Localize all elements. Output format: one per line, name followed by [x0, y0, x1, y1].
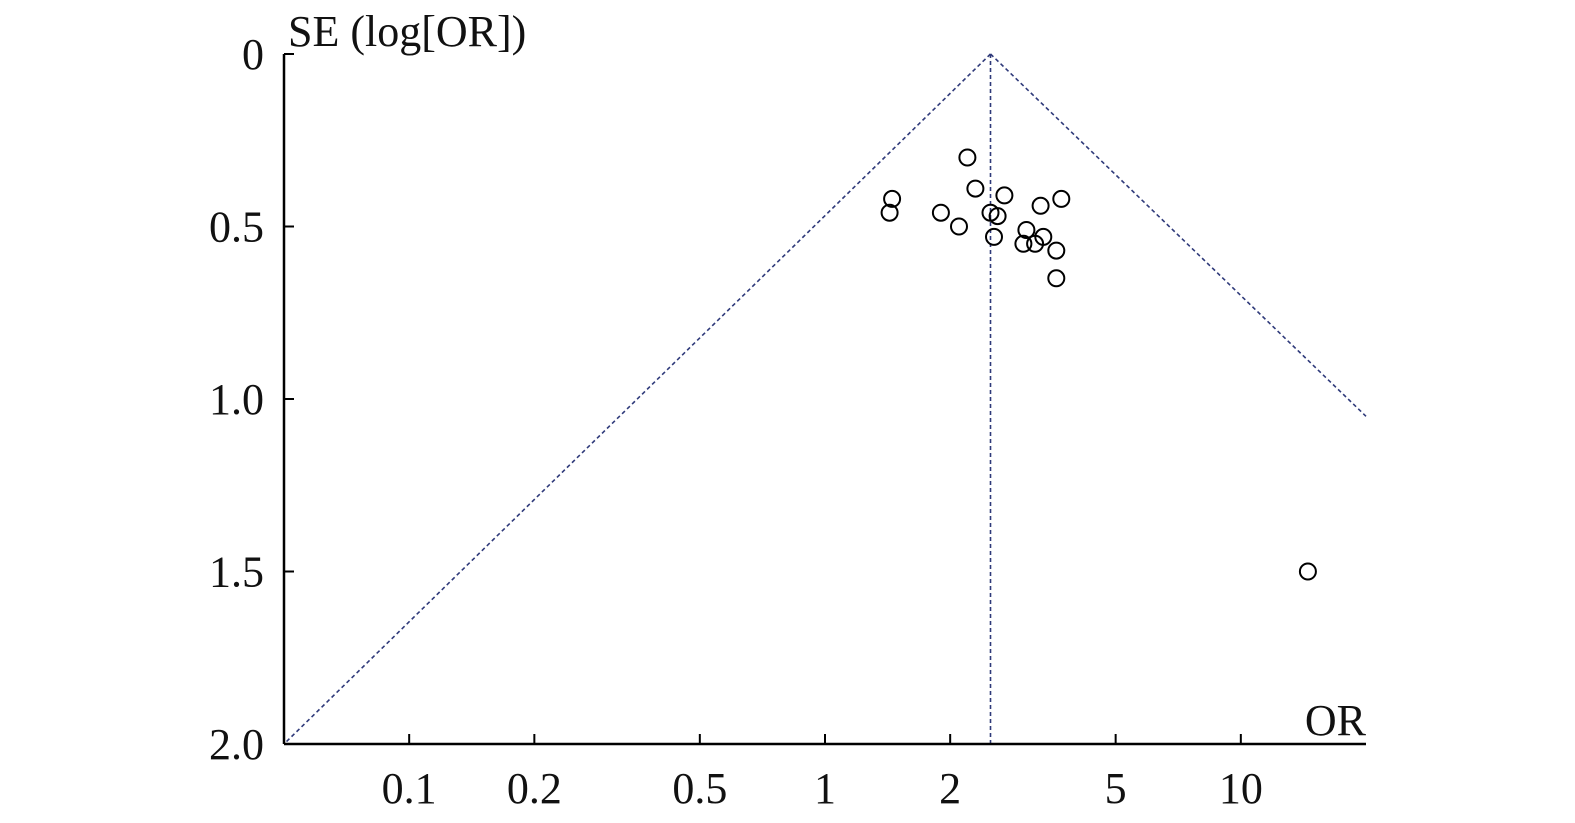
upper-limit-line: [989, 53, 1367, 417]
study-point: [995, 186, 1014, 205]
study-point: [985, 227, 1003, 246]
y-tick-label: 0: [242, 30, 264, 79]
y-tick-label: 0.5: [209, 203, 264, 252]
study-point: [1052, 189, 1071, 208]
y-axis-title: SE (log[OR]): [288, 7, 526, 56]
x-tick-label: 0.5: [672, 764, 727, 813]
x-axis-ticks: 0.1 0.2 0.5 1 2 5 10: [382, 734, 1263, 813]
study-point: [1298, 562, 1317, 581]
study-point: [958, 148, 977, 167]
funnel-lines: [283, 53, 1367, 745]
y-tick-label: 1.0: [209, 375, 264, 424]
study-point: [988, 207, 1007, 226]
study-points: [880, 148, 1317, 581]
study-point: [880, 203, 899, 222]
study-point: [1047, 269, 1066, 288]
x-tick-label: 2: [939, 764, 961, 813]
study-point: [1047, 241, 1066, 260]
study-point: [966, 179, 985, 198]
study-point: [1031, 196, 1050, 215]
y-axis-ticks: 0 0.5 1.0 1.5 2.0: [209, 30, 294, 769]
study-point: [883, 189, 902, 208]
study-point: [1014, 234, 1033, 253]
lower-limit-line: [283, 53, 992, 745]
x-tick-label: 1: [814, 764, 836, 813]
x-tick-label: 0.1: [382, 764, 437, 813]
study-point: [1026, 234, 1045, 253]
x-tick-label: 0.2: [507, 764, 562, 813]
study-point: [931, 203, 950, 222]
study-point: [1017, 221, 1036, 239]
y-tick-label: 1.5: [209, 548, 264, 597]
x-tick-label: 10: [1219, 764, 1263, 813]
x-tick-label: 5: [1105, 764, 1127, 813]
x-axis-title: OR: [1305, 696, 1367, 745]
study-point: [950, 217, 968, 236]
axes: [282, 54, 1366, 746]
y-tick-label: 2.0: [209, 720, 264, 769]
